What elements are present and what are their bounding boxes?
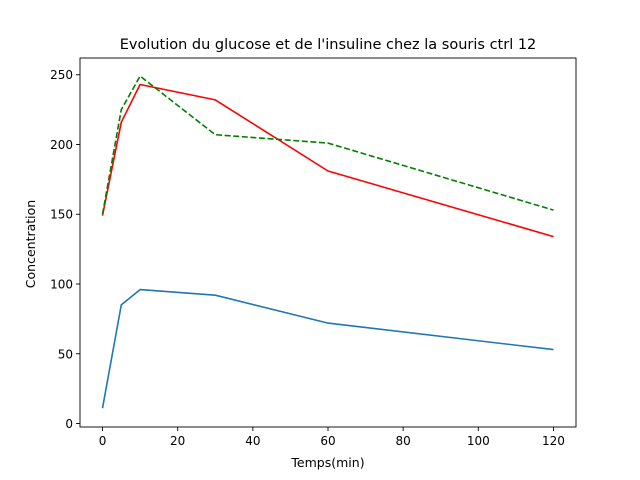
y-axis-label: Concentration xyxy=(23,200,38,288)
x-tick-label: 100 xyxy=(467,434,490,448)
series-line-2 xyxy=(101,83,554,238)
y-tick-label: 50 xyxy=(58,347,73,361)
series-line-1 xyxy=(101,288,554,409)
y-tick-label: 200 xyxy=(50,138,73,152)
y-tick-label: 250 xyxy=(50,68,73,82)
plot-frame xyxy=(79,57,577,428)
plot-area: 0 20 40 60 80 100 120 0 50 100 150 200 250 xyxy=(50,57,577,448)
x-axis-label: Temps(min) xyxy=(290,455,364,470)
y-tick-label: 150 xyxy=(50,208,73,222)
x-tick-label: 60 xyxy=(320,434,335,448)
x-tick-label: 20 xyxy=(170,434,185,448)
x-tick-label: 40 xyxy=(245,434,260,448)
x-tick-label: 120 xyxy=(542,434,565,448)
x-tick-label: 80 xyxy=(396,434,411,448)
y-tick-label: 0 xyxy=(65,417,73,431)
y-tick-label: 100 xyxy=(50,278,73,292)
chart-title: Evolution du glucose et de l'insuline ch… xyxy=(120,37,537,53)
x-tick-label: 0 xyxy=(99,434,107,448)
series-line-3 xyxy=(101,75,554,215)
